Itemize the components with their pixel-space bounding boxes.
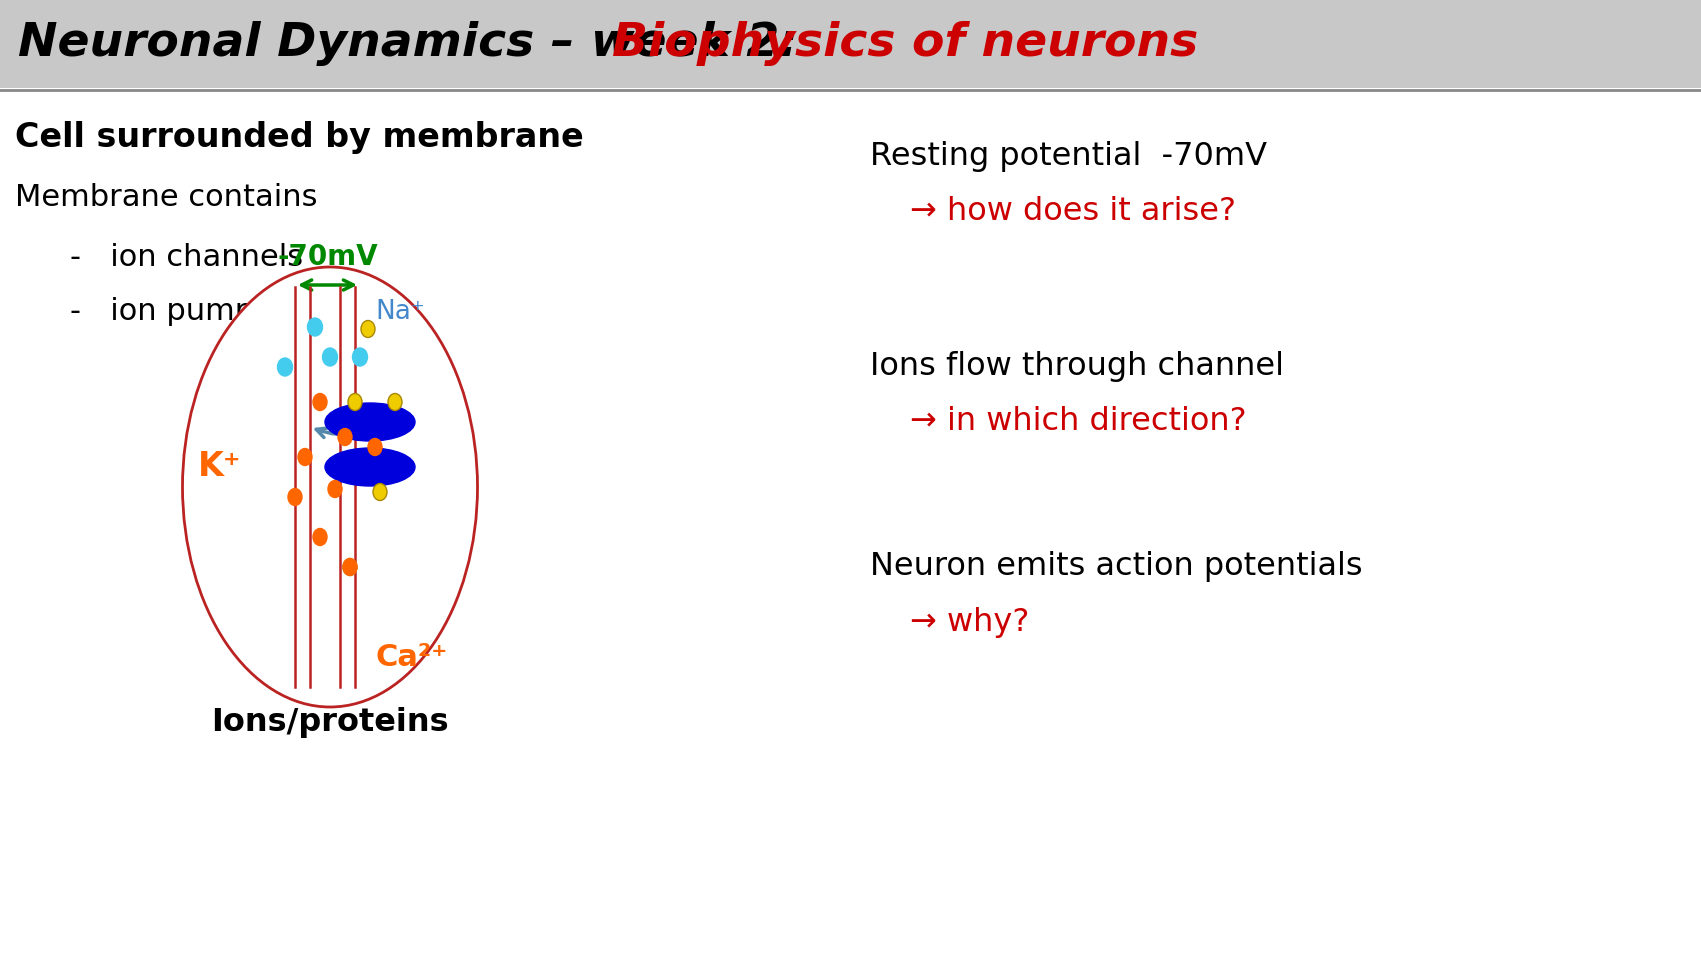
Ellipse shape: [361, 321, 374, 338]
Text: -   ion channels: - ion channels: [70, 242, 303, 272]
Text: Ca²⁺: Ca²⁺: [374, 642, 447, 672]
Ellipse shape: [352, 348, 367, 366]
Ellipse shape: [313, 528, 327, 545]
Text: Membrane contains: Membrane contains: [15, 183, 318, 211]
Text: -   ion pumps: - ion pumps: [70, 298, 270, 326]
Ellipse shape: [323, 348, 337, 366]
Text: Biophysics of neurons: Biophysics of neurons: [612, 21, 1198, 66]
Bar: [0, 0, 1701, 88]
Text: Resting potential  -70mV: Resting potential -70mV: [869, 142, 1267, 172]
Ellipse shape: [325, 448, 415, 486]
Ellipse shape: [388, 393, 401, 411]
Ellipse shape: [277, 358, 293, 376]
Ellipse shape: [344, 559, 357, 575]
Ellipse shape: [344, 559, 357, 575]
Ellipse shape: [325, 403, 415, 441]
Ellipse shape: [373, 483, 388, 501]
Ellipse shape: [182, 267, 478, 707]
Ellipse shape: [313, 393, 327, 411]
Text: Neuron emits action potentials: Neuron emits action potentials: [869, 551, 1363, 583]
Ellipse shape: [308, 318, 323, 336]
Text: Ions flow through channel: Ions flow through channel: [869, 351, 1284, 383]
Text: → in which direction?: → in which direction?: [910, 407, 1247, 437]
Text: → why?: → why?: [910, 607, 1029, 637]
Text: K⁺: K⁺: [197, 451, 242, 483]
Text: Ions/proteins: Ions/proteins: [211, 706, 449, 738]
Text: Neuronal Dynamics – week 2:: Neuronal Dynamics – week 2:: [19, 21, 832, 66]
Text: Na⁺: Na⁺: [374, 299, 425, 325]
Text: -70mV: -70mV: [277, 243, 378, 271]
Text: → how does it arise?: → how does it arise?: [910, 196, 1237, 228]
Ellipse shape: [338, 429, 352, 446]
Ellipse shape: [298, 449, 311, 465]
Ellipse shape: [349, 393, 362, 411]
Ellipse shape: [287, 488, 303, 505]
Text: Cell surrounded by membrane: Cell surrounded by membrane: [15, 121, 583, 153]
Ellipse shape: [367, 438, 383, 456]
Ellipse shape: [328, 480, 342, 498]
